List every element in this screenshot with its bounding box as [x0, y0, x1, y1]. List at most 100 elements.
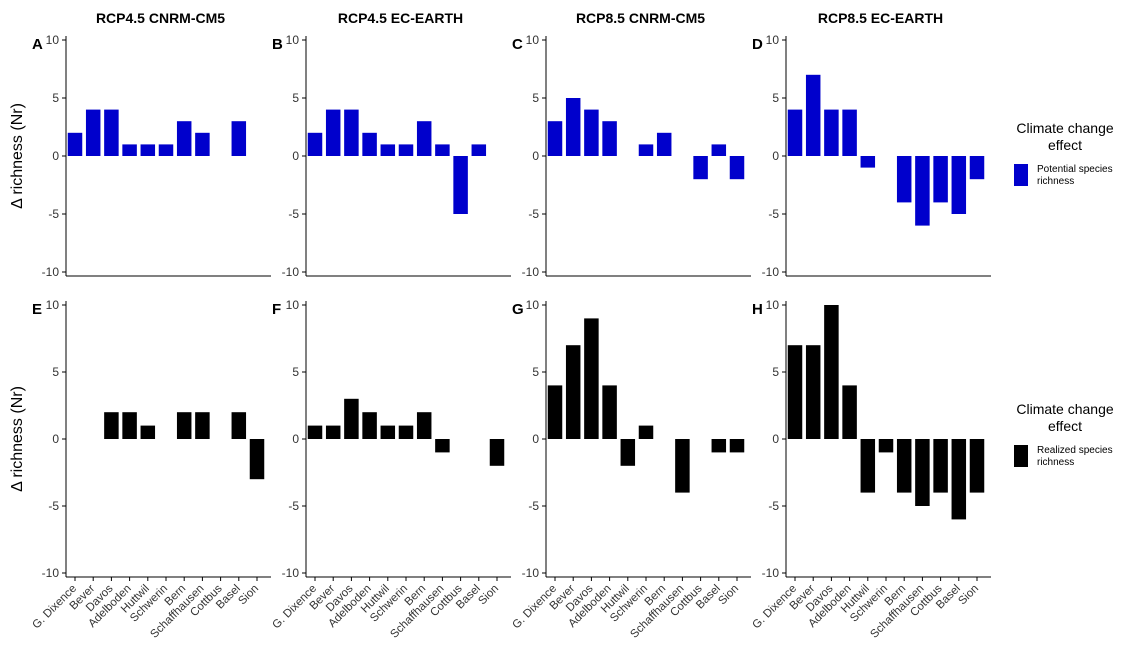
panel-letter: G: [512, 301, 524, 318]
bar-adelboden: [602, 121, 617, 156]
panel-letter: E: [32, 301, 42, 318]
bar-davos: [344, 109, 359, 156]
bar-adelboden: [842, 109, 857, 156]
y-tick-label: 0: [772, 432, 779, 446]
bar-g-dixence: [307, 425, 323, 439]
y-tick-label: -10: [522, 265, 540, 279]
y-tick-label: 5: [772, 365, 779, 379]
bar-adelboden: [122, 144, 137, 156]
panel-letter: B: [272, 36, 283, 53]
legend-label: richness: [1037, 176, 1074, 187]
bar-schaffhausen: [435, 439, 450, 453]
bar-schwerin: [638, 144, 654, 156]
column-title: RCP4.5 CNRM-CM5: [96, 10, 225, 26]
bar-g-dixence: [547, 121, 563, 156]
bar-adelboden: [362, 412, 377, 439]
y-tick-label: 10: [766, 33, 780, 47]
y-tick-label: -5: [528, 499, 539, 513]
y-tick-label: 5: [292, 91, 299, 105]
y-tick-label: 5: [532, 91, 539, 105]
panel-a: 10 5 0 -5 -10 A: [32, 33, 271, 279]
y-tick-label: 5: [772, 91, 779, 105]
bar-schaffhausen: [435, 144, 450, 156]
bar-basel: [471, 144, 487, 156]
bar-bern: [176, 121, 192, 156]
column-titles: RCP4.5 CNRM-CM5 RCP4.5 EC-EARTH RCP8.5 CNR…: [96, 10, 943, 26]
legend-label: richness: [1037, 457, 1074, 468]
bar-bever: [325, 425, 341, 439]
y-tick-label: 0: [532, 432, 539, 446]
bar-sion: [969, 156, 985, 180]
bar-schwerin: [398, 425, 414, 439]
bar-schwerin: [158, 144, 174, 156]
bar-sion: [489, 439, 505, 466]
y-tick-label: 10: [526, 298, 540, 312]
bar-davos: [104, 109, 119, 156]
panel-b: 10 5 0 -5 -10 B: [272, 33, 511, 279]
y-tick-label: 5: [52, 91, 59, 105]
y-tick-label: -10: [762, 566, 780, 580]
y-tick-label: 10: [286, 33, 300, 47]
y-tick-label: 10: [286, 298, 300, 312]
x-axis-labels: G. DixenceBeverDavosAdelbodenHuttwilSchw…: [30, 582, 981, 640]
bar-huttwil: [860, 156, 876, 168]
panel-letter: F: [272, 301, 281, 318]
panel-letter: D: [752, 36, 763, 53]
bar-bever: [805, 74, 821, 156]
bar-schwerin: [878, 439, 894, 453]
bar-sion: [249, 439, 265, 480]
bar-bern: [656, 132, 672, 156]
y-tick-label: -5: [48, 207, 59, 221]
panel-c: 10 5 0 -5 -10 C: [512, 33, 751, 279]
bar-adelboden: [842, 385, 857, 439]
panel-letter: C: [512, 36, 523, 53]
legend-label: Realized species: [1037, 445, 1113, 456]
y-tick-label: -10: [42, 566, 60, 580]
y-tick-label: -10: [762, 265, 780, 279]
bar-bern: [176, 412, 192, 439]
y-tick-label: -10: [282, 566, 300, 580]
bar-davos: [344, 398, 359, 439]
bar-adelboden: [122, 412, 137, 439]
y-tick-label: 0: [532, 149, 539, 163]
y-tick-label: 0: [292, 432, 299, 446]
legend-title: Climate change: [1016, 401, 1113, 417]
bar-sion: [969, 439, 985, 493]
panel-d: 10 5 0 -5 -10 D: [752, 33, 991, 279]
bar-davos: [584, 109, 599, 156]
panel-h: 10 5 0 -5 -10 H: [752, 298, 991, 581]
column-title: RCP8.5 CNRM-CM5: [576, 10, 705, 26]
legend-title: effect: [1048, 418, 1082, 434]
bar-schwerin: [398, 144, 414, 156]
y-tick-label: 10: [46, 33, 60, 47]
y-tick-label: -10: [282, 265, 300, 279]
x-tick-label: Sion: [236, 583, 261, 608]
x-tick-label: Sion: [716, 583, 741, 608]
y-tick-label: 10: [766, 298, 780, 312]
bar-basel: [951, 156, 967, 214]
bar-huttwil: [140, 425, 156, 439]
bar-sion: [729, 156, 745, 180]
bar-g-dixence: [787, 109, 803, 156]
bar-schaffhausen: [675, 439, 690, 493]
bar-adelboden: [362, 132, 377, 156]
bar-bever: [85, 109, 101, 156]
y-tick-label: 0: [292, 149, 299, 163]
bar-bern: [896, 156, 912, 203]
bar-g-dixence: [307, 132, 323, 156]
y-tick-label: -10: [42, 265, 60, 279]
bar-huttwil: [380, 144, 396, 156]
bar-g-dixence: [787, 345, 803, 439]
bar-huttwil: [860, 439, 876, 493]
bar-bever: [325, 109, 341, 156]
bar-basel: [231, 121, 247, 156]
bar-cottbus: [693, 156, 708, 180]
bar-basel: [711, 144, 727, 156]
bar-g-dixence: [67, 132, 83, 156]
y-tick-label: 0: [772, 149, 779, 163]
bar-davos: [584, 318, 599, 439]
legend-key: [1014, 445, 1028, 467]
y-tick-label: -5: [48, 499, 59, 513]
